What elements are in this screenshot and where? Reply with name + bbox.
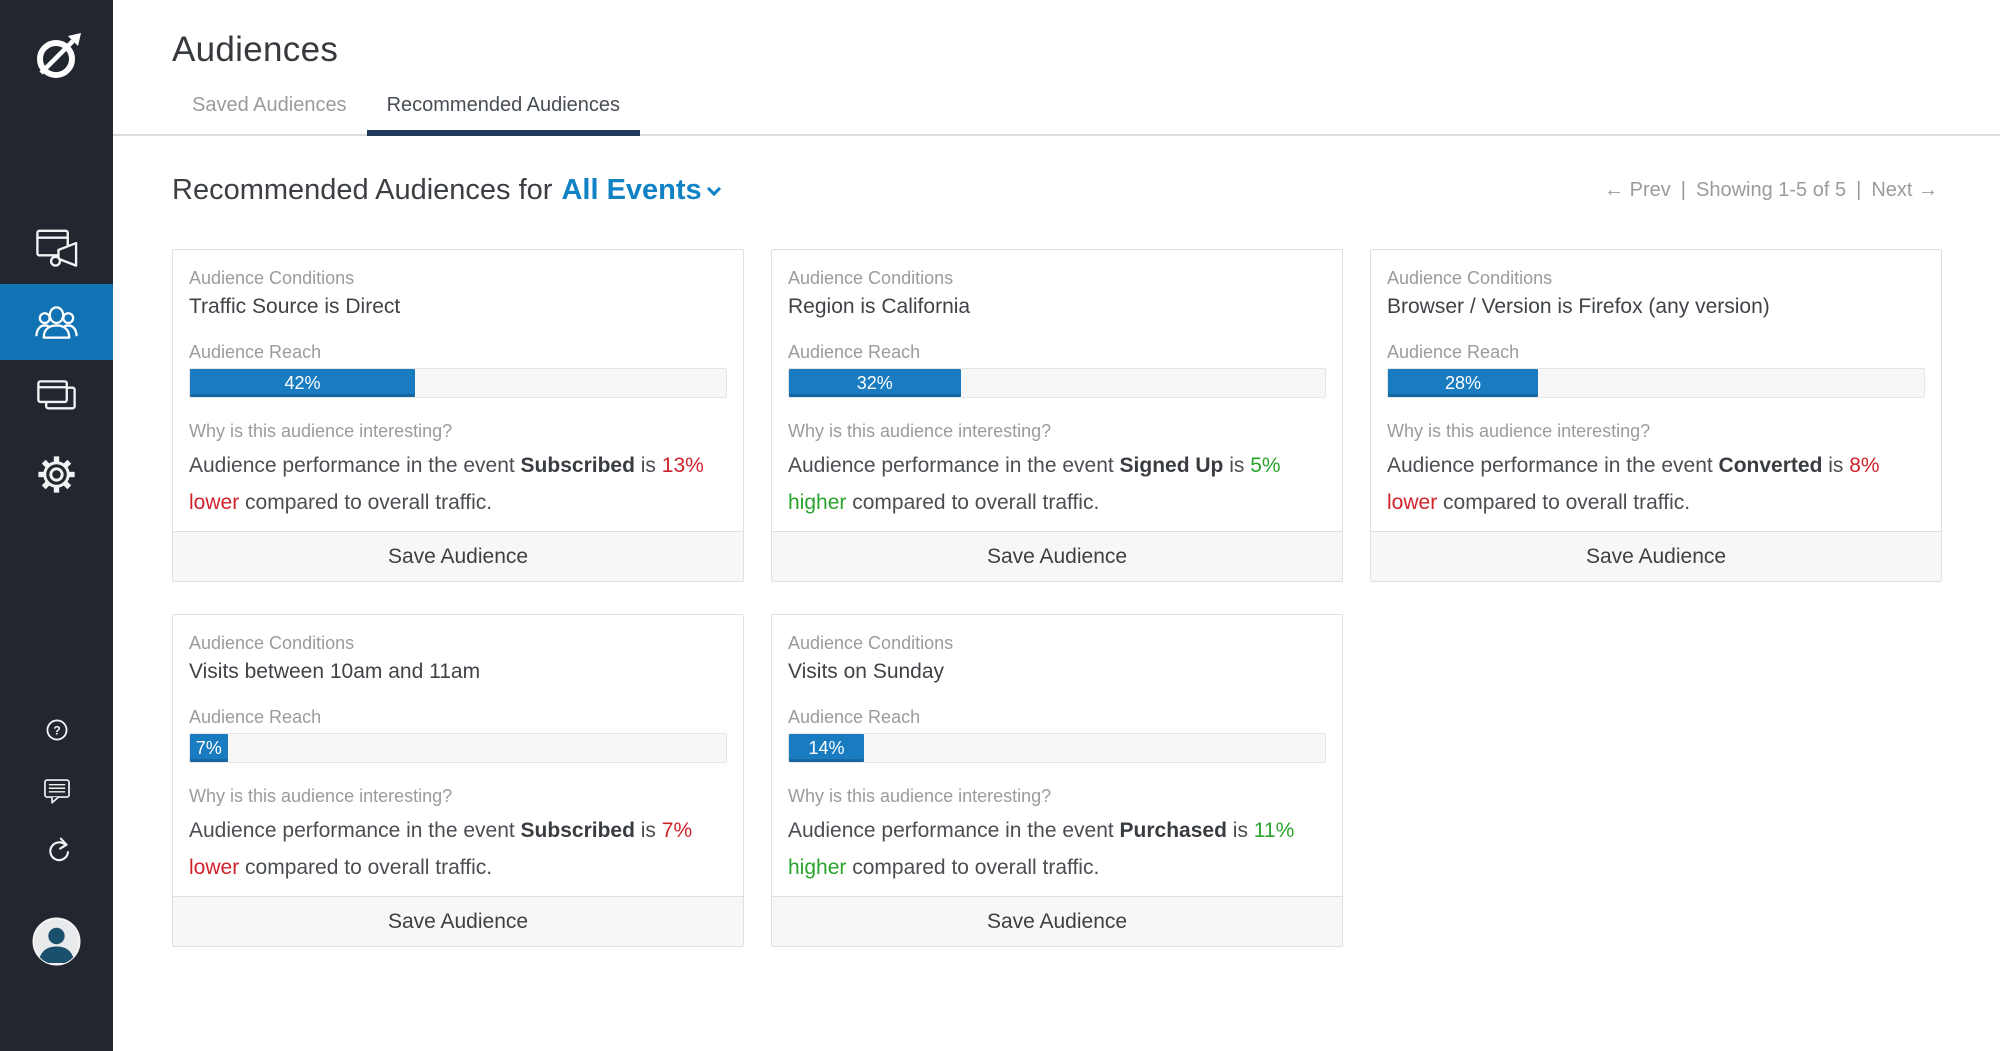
why-label: Why is this audience interesting?: [788, 421, 1052, 441]
user-avatar-icon: [32, 917, 81, 966]
audience-card: Audience Conditions Visits between 10am …: [172, 614, 744, 947]
conditions-label: Audience Conditions: [788, 633, 954, 653]
help-question-icon: ?: [46, 719, 67, 741]
pagination-separator: |: [1680, 179, 1686, 201]
conditions-label: Audience Conditions: [189, 633, 355, 653]
main-content: Audiences Saved Audiences Recommended Au…: [113, 0, 2000, 1051]
why-label: Why is this audience interesting?: [788, 786, 1052, 806]
reach-value: 42%: [284, 372, 321, 393]
why-sentence: Audience performance in the event Subscr…: [189, 454, 704, 514]
reach-value: 14%: [808, 737, 845, 758]
pagination-separator: |: [1856, 179, 1862, 201]
audience-card: Audience Conditions Region is California…: [771, 249, 1343, 582]
conditions-label: Audience Conditions: [1387, 268, 1553, 288]
why-sentence: Audience performance in the event Subscr…: [189, 819, 693, 879]
audience-condition: Visits on Sunday: [788, 660, 945, 683]
sidebar: ?: [0, 0, 113, 1051]
why-sentence: Audience performance in the event Conver…: [1387, 454, 1880, 514]
logo-compass-icon: [36, 33, 81, 78]
audience-card-body: Audience Conditions Visits between 10am …: [173, 615, 743, 896]
reach-progress-fill: 42%: [190, 369, 416, 397]
reach-progress-bar: 28%: [1387, 368, 1925, 398]
user-avatar[interactable]: [32, 917, 81, 966]
audience-condition: Browser / Version is Firefox (any versio…: [1387, 295, 1770, 318]
page-header: Audiences: [113, 0, 2000, 70]
why-label: Why is this audience interesting?: [189, 786, 453, 806]
gear-icon: [38, 455, 75, 493]
announcement-icon: [36, 229, 78, 267]
stacked-windows-icon: [37, 379, 76, 409]
page-title: Audiences: [172, 30, 339, 69]
audience-card: Audience Conditions Visits on Sunday Aud…: [771, 614, 1343, 947]
audience-card: Audience Conditions Browser / Version is…: [1370, 249, 1942, 582]
tab-saved-audiences[interactable]: Saved Audiences: [192, 94, 347, 116]
reach-label: Audience Reach: [1387, 342, 1520, 362]
help-button[interactable]: ?: [40, 713, 74, 747]
audience-card-body: Audience Conditions Visits on Sunday Aud…: [772, 615, 1342, 896]
save-audience-button[interactable]: Save Audience: [173, 896, 743, 946]
reach-progress-fill: 28%: [1388, 369, 1539, 397]
audience-condition: Region is California: [788, 295, 971, 318]
next-button[interactable]: Next →: [1871, 179, 1938, 201]
pagination: ← Prev | Showing 1-5 of 5 | Next →: [1604, 179, 1938, 202]
reach-value: 32%: [856, 372, 893, 393]
audiences-people-icon: [35, 305, 78, 339]
prev-button[interactable]: ← Prev: [1604, 179, 1671, 201]
sidebar-nav: [0, 208, 113, 512]
reach-value: 28%: [1445, 372, 1482, 393]
reach-label: Audience Reach: [189, 707, 322, 727]
save-audience-button[interactable]: Save Audience: [772, 531, 1342, 581]
reach-label: Audience Reach: [189, 342, 322, 362]
why-sentence: Audience performance in the event Purcha…: [788, 819, 1295, 879]
event-filter-value: All Events: [561, 174, 702, 206]
tab-recommended-audiences[interactable]: Recommended Audiences: [366, 94, 641, 136]
reach-progress-bar: 7%: [189, 733, 727, 763]
reach-progress-bar: 14%: [788, 733, 1326, 763]
pagination-status: Showing 1-5 of 5: [1696, 179, 1847, 201]
conditions-label: Audience Conditions: [788, 268, 954, 288]
reach-progress-fill: 14%: [789, 734, 865, 762]
audience-condition: Visits between 10am and 11am: [189, 660, 481, 683]
sidebar-item-settings[interactable]: [0, 436, 113, 512]
reach-progress-fill: 32%: [789, 369, 961, 397]
audience-card-body: Audience Conditions Region is California…: [772, 250, 1342, 531]
audience-condition: Traffic Source is Direct: [189, 295, 401, 318]
why-sentence: Audience performance in the event Signed…: [788, 454, 1281, 514]
sidebar-item-audiences[interactable]: [0, 284, 113, 360]
audience-card-body: Audience Conditions Traffic Source is Di…: [173, 250, 743, 531]
section-heading: Recommended Audiences for All Events: [172, 174, 721, 207]
save-audience-button[interactable]: Save Audience: [173, 531, 743, 581]
app-logo[interactable]: [26, 26, 88, 88]
reach-label: Audience Reach: [788, 342, 921, 362]
feedback-button[interactable]: [40, 773, 74, 807]
sidebar-item-announcements[interactable]: [0, 208, 113, 284]
why-label: Why is this audience interesting?: [189, 421, 453, 441]
sidebar-item-windows[interactable]: [0, 360, 113, 436]
save-audience-button[interactable]: Save Audience: [772, 896, 1342, 946]
chevron-down-icon: [706, 181, 721, 196]
conditions-label: Audience Conditions: [189, 268, 355, 288]
event-filter-dropdown[interactable]: All Events: [561, 174, 721, 207]
sidebar-bottom: ?: [0, 713, 113, 966]
section-heading-text: Recommended Audiences for: [172, 174, 553, 206]
share-button[interactable]: [40, 833, 74, 867]
reach-progress-fill: 7%: [190, 734, 228, 762]
audience-card-body: Audience Conditions Browser / Version is…: [1371, 250, 1941, 531]
cards-grid: Audience Conditions Traffic Source is Di…: [172, 249, 1942, 947]
section-head: Recommended Audiences for All Events ← P…: [172, 174, 1938, 207]
reach-label: Audience Reach: [788, 707, 921, 727]
audience-card: Audience Conditions Traffic Source is Di…: [172, 249, 744, 582]
svg-text:?: ?: [53, 723, 60, 737]
reach-progress-bar: 32%: [788, 368, 1326, 398]
feedback-chat-icon: [43, 779, 70, 804]
tabs: Saved Audiences Recommended Audiences: [113, 94, 2000, 136]
reach-progress-bar: 42%: [189, 368, 727, 398]
share-redo-icon: [48, 837, 69, 862]
save-audience-button[interactable]: Save Audience: [1371, 531, 1941, 581]
why-label: Why is this audience interesting?: [1387, 421, 1651, 441]
reach-value: 7%: [195, 737, 222, 758]
